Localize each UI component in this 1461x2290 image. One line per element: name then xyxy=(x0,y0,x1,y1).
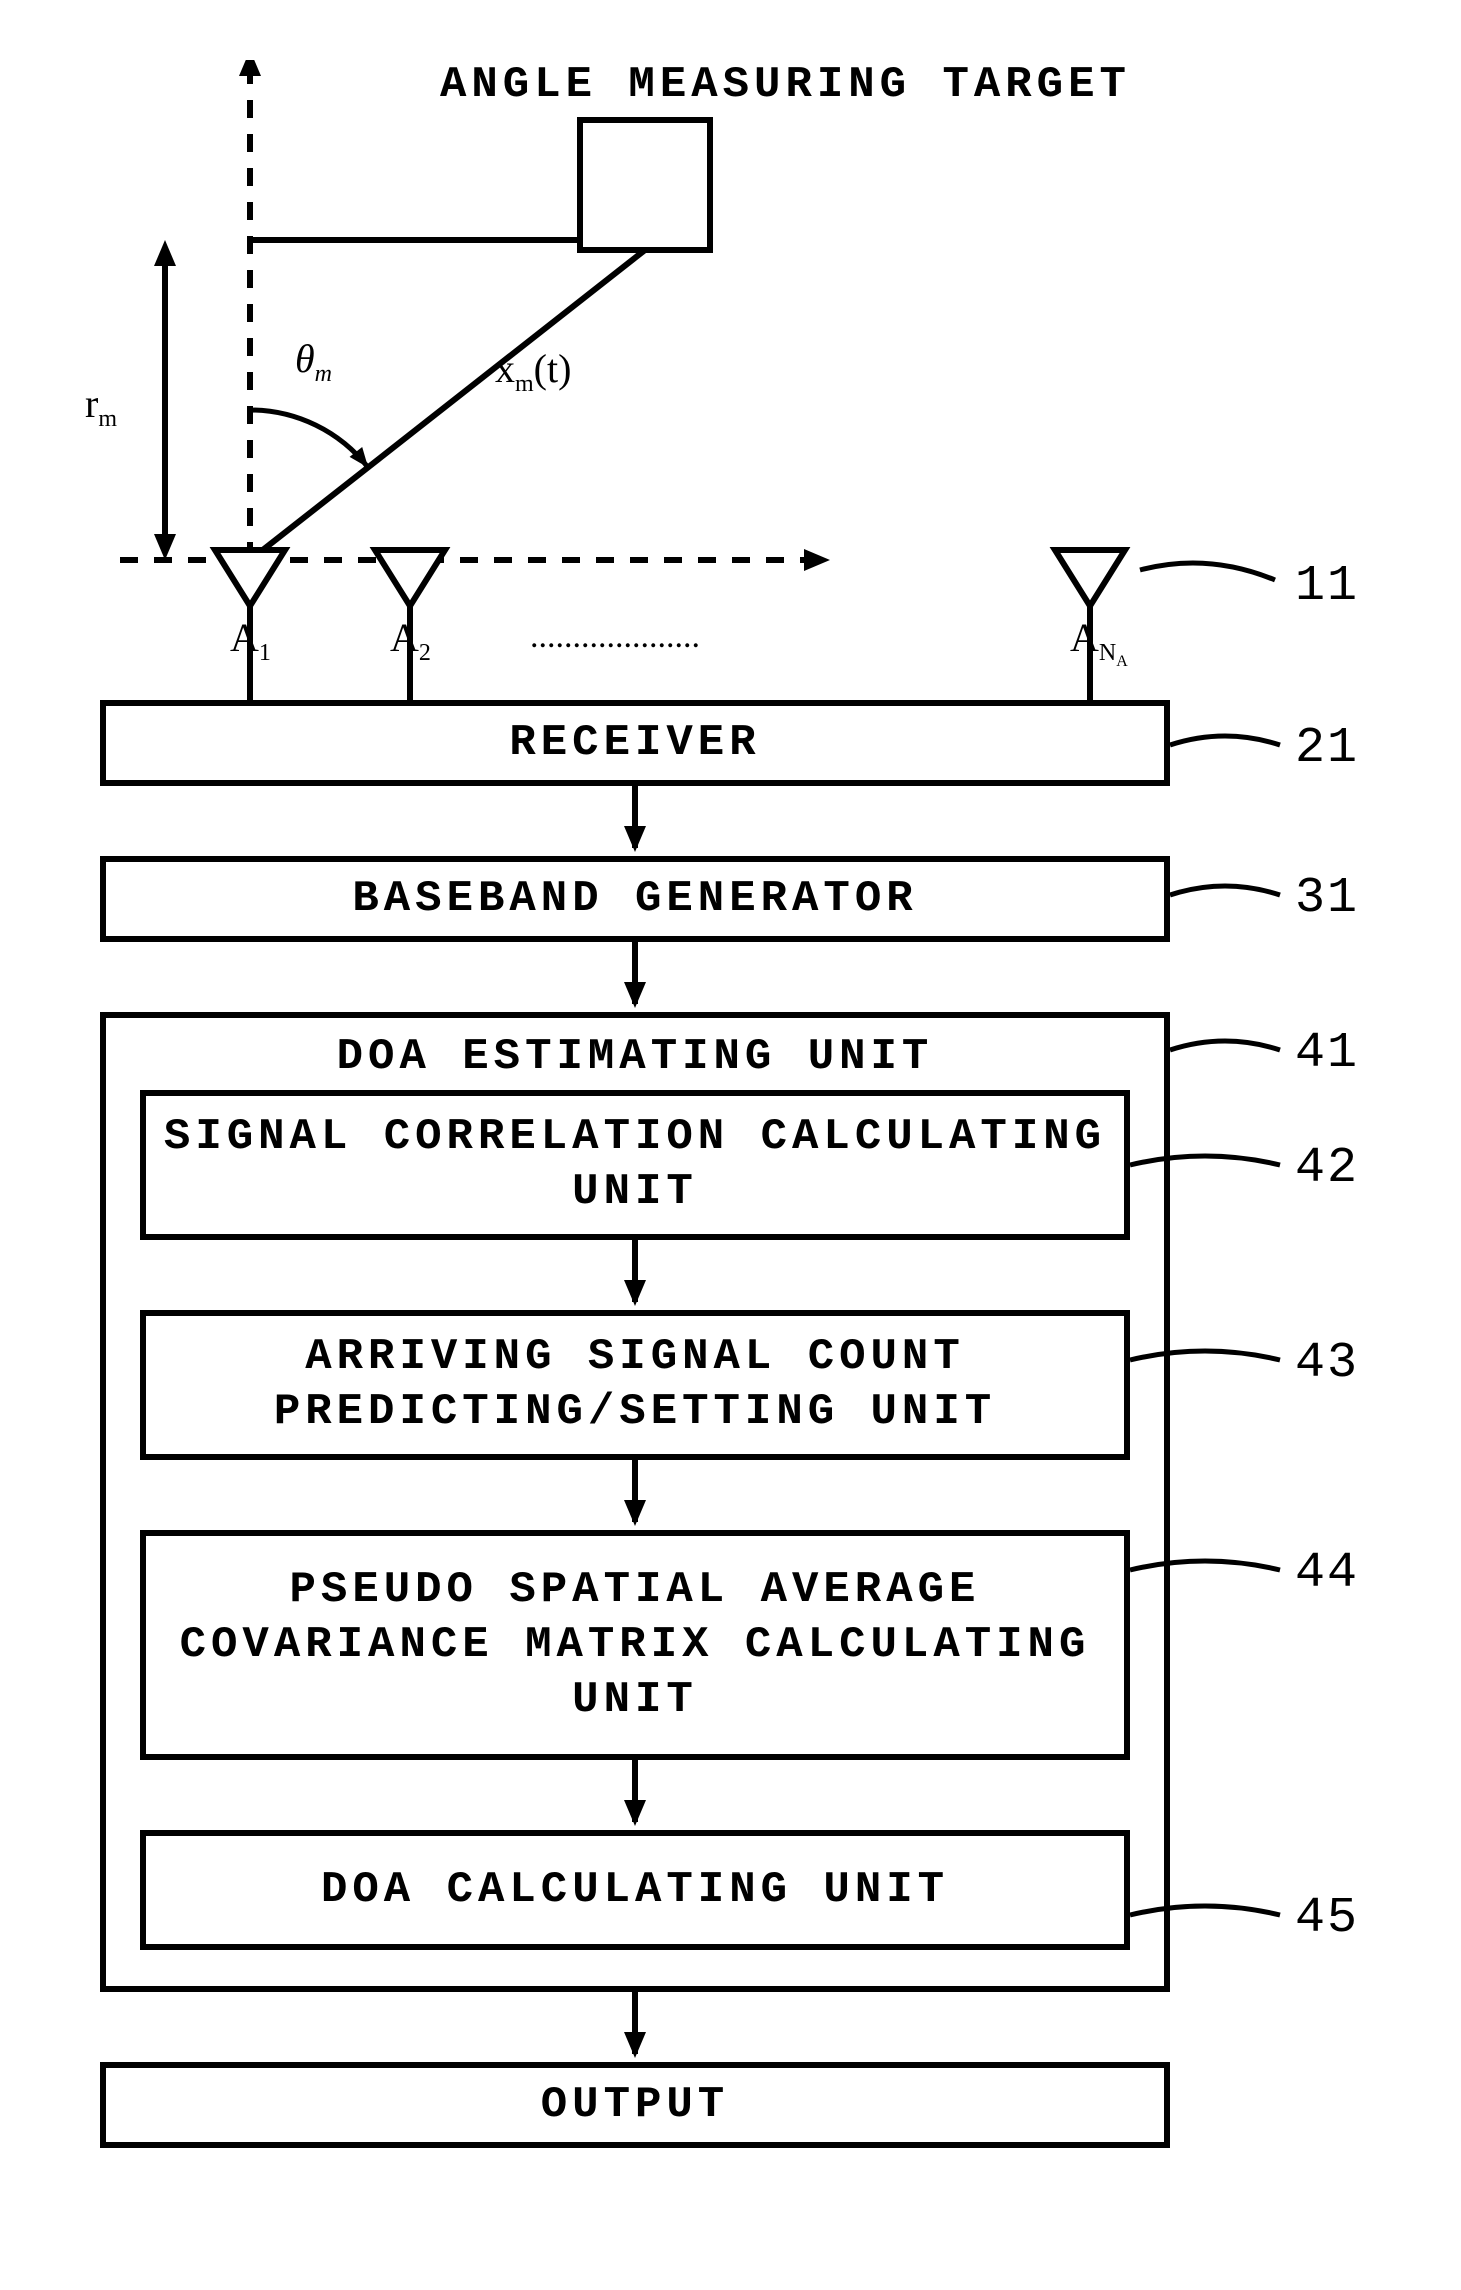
doa-calc-block: DOA CALCULATING UNIT xyxy=(140,1830,1130,1950)
output-label: OUTPUT xyxy=(541,2078,729,2133)
receiver-label: RECEIVER xyxy=(509,716,760,771)
signal-correlation-label: SIGNAL CORRELATION CALCULATING UNIT xyxy=(164,1110,1106,1220)
rm-label: rm xyxy=(85,380,117,433)
ref-label-42: 42 xyxy=(1295,1140,1359,1197)
doa-outer-title: DOA ESTIMATING UNIT xyxy=(106,1032,1164,1082)
ref-label-31: 31 xyxy=(1295,870,1359,927)
arriving-signal-label: ARRIVING SIGNAL COUNT PREDICTING/SETTING… xyxy=(274,1330,996,1440)
signal-correlation-block: SIGNAL CORRELATION CALCULATING UNIT xyxy=(140,1090,1130,1240)
ref-label-11: 11 xyxy=(1295,558,1359,615)
theta-label: θm xyxy=(295,335,332,388)
diagram-canvas: ANGLE MEASURING TARGET rm θm xm(t) A1 A2… xyxy=(80,60,1420,2230)
arriving-signal-block: ARRIVING SIGNAL COUNT PREDICTING/SETTING… xyxy=(140,1310,1130,1460)
ref-label-41: 41 xyxy=(1295,1025,1359,1082)
ref-label-45: 45 xyxy=(1295,1890,1359,1947)
xm-label: xm(t) xyxy=(495,345,571,398)
target-title: ANGLE MEASURING TARGET xyxy=(440,60,1131,110)
ref-label-44: 44 xyxy=(1295,1545,1359,1602)
baseband-label: BASEBAND GENERATOR xyxy=(352,872,917,927)
doa-calc-label: DOA CALCULATING UNIT xyxy=(321,1863,949,1918)
pseudo-covariance-block: PSEUDO SPATIAL AVERAGE COVARIANCE MATRIX… xyxy=(140,1530,1130,1760)
antenna-label-2: A2 xyxy=(390,614,431,667)
pseudo-covariance-label: PSEUDO SPATIAL AVERAGE COVARIANCE MATRIX… xyxy=(180,1563,1091,1728)
ref-label-21: 21 xyxy=(1295,720,1359,777)
antenna-dots: .................... xyxy=(530,618,700,656)
antenna-label-N: ANA xyxy=(1070,614,1128,671)
antenna-label-1: A1 xyxy=(230,614,271,667)
baseband-block: BASEBAND GENERATOR xyxy=(100,856,1170,942)
ref-label-43: 43 xyxy=(1295,1335,1359,1392)
receiver-block: RECEIVER xyxy=(100,700,1170,786)
output-block: OUTPUT xyxy=(100,2062,1170,2148)
